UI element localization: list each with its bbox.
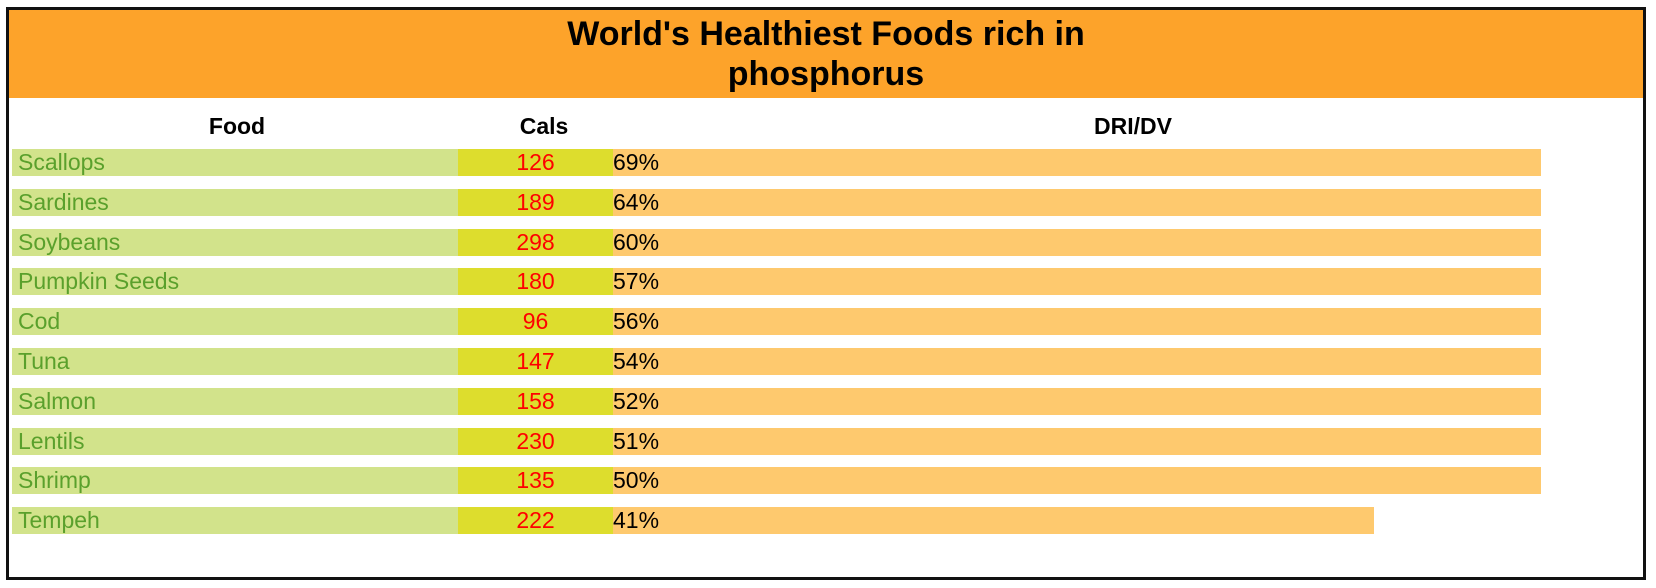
table-row: Salmon 158 52% [12,387,1642,415]
food-name: Shrimp [12,467,458,495]
food-name: Pumpkin Seeds [12,268,458,296]
dri-percent-label: 60% [613,228,660,255]
calories-value: 230 [458,427,613,455]
table-row: Scallops 126 69% [12,149,1642,176]
dri-bar [613,308,1541,336]
table-row: Cod 96 56% [12,308,1642,336]
table-row: Soybeans 298 60% [12,228,1642,256]
calories-value: 222 [458,507,613,535]
dri-bar [613,268,1541,296]
dri-bar [613,188,1541,216]
table-row: Shrimp 135 50% [12,467,1642,495]
dri-bar [613,228,1541,256]
food-name: Cod [12,308,458,336]
dri-percent-label: 50% [613,467,660,494]
dri-percent-label: 54% [613,348,660,374]
food-name: Tuna [12,348,458,375]
title-bar: World's Healthiest Foods rich in phospho… [9,10,1643,98]
food-name: Scallops [12,149,458,176]
calories-value: 158 [458,387,613,415]
dri-bar [613,507,1374,535]
dri-percent-label: 57% [613,268,660,295]
chart-frame: World's Healthiest Foods rich in phospho… [6,7,1646,580]
dri-percent-label: 41% [613,507,660,534]
calories-value: 189 [458,188,613,216]
dri-bar [613,427,1541,455]
food-name: Soybeans [12,228,458,256]
dri-bar [613,149,1541,176]
table-row: Tempeh 222 41% [12,507,1642,535]
food-name: Lentils [12,427,458,455]
calories-value: 96 [458,308,613,336]
chart-title: World's Healthiest Foods rich in phospho… [567,15,1085,93]
table-row: Tuna 147 54% [12,348,1642,375]
food-name: Tempeh [12,507,458,535]
dri-percent-label: 69% [613,149,660,175]
cals-column-header: Cals [519,113,569,139]
dri-percent-label: 64% [613,188,660,215]
food-column-header: Food [208,113,266,139]
dri-bar [613,348,1541,375]
dri-percent-label: 56% [613,308,660,335]
calories-value: 135 [458,467,613,495]
dri-bar [613,387,1541,415]
calories-value: 180 [458,268,613,296]
dri-percent-label: 51% [613,427,660,454]
dri-percent-label: 52% [613,387,660,414]
table-row: Lentils 230 51% [12,427,1642,455]
dri-column-header: DRI/DV [1094,113,1172,139]
food-name: Salmon [12,387,458,415]
table-row: Pumpkin Seeds 180 57% [12,268,1642,296]
table-rows: Scallops 126 69% Sardines 189 64% Soybeans 298 6… [9,10,1643,577]
food-name: Sardines [12,188,458,216]
calories-value: 147 [458,348,613,375]
table-row: Sardines 189 64% [12,188,1642,216]
calories-value: 126 [458,149,613,176]
dri-bar [613,467,1541,495]
calories-value: 298 [458,228,613,256]
